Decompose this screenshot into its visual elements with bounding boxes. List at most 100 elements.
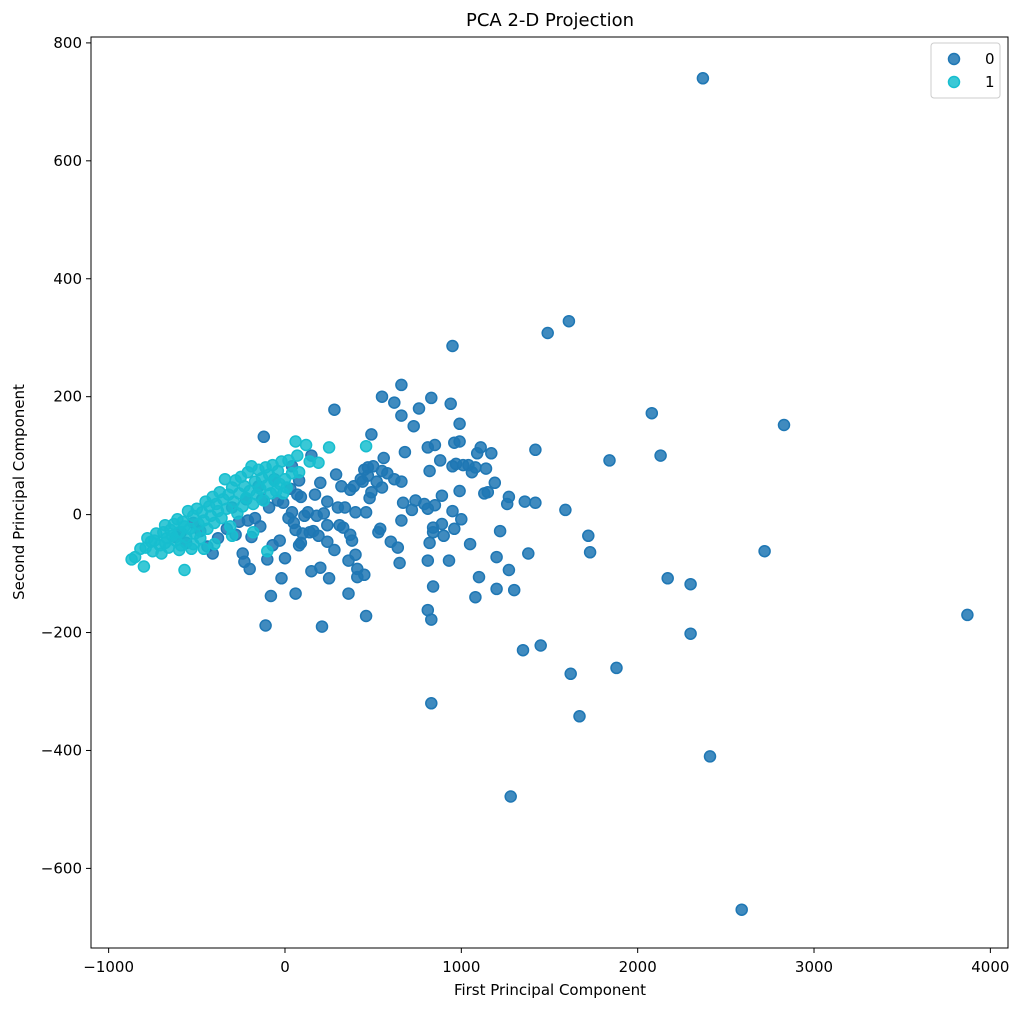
- data-point: [684, 577, 697, 591]
- y-tick-label: 400: [53, 270, 82, 288]
- data-point: [359, 609, 373, 623]
- points-layer: [125, 72, 974, 916]
- data-point: [342, 587, 355, 600]
- data-point: [564, 667, 577, 681]
- data-point: [275, 572, 288, 585]
- data-point: [314, 476, 327, 490]
- data-point: [516, 643, 530, 657]
- data-point: [359, 506, 373, 519]
- data-point: [328, 403, 341, 416]
- data-point: [478, 487, 491, 500]
- y-axis: −600 −400 −200 0 200 400 600 800: [41, 34, 91, 877]
- data-point: [393, 556, 406, 570]
- data-point: [365, 428, 378, 441]
- data-point: [490, 582, 503, 596]
- data-point: [522, 547, 535, 560]
- data-point: [502, 563, 516, 577]
- data-point: [507, 583, 521, 597]
- data-point: [421, 554, 435, 567]
- data-point: [398, 445, 412, 459]
- legend-label-class-1: 1: [985, 73, 995, 91]
- data-point: [322, 572, 336, 585]
- data-point: [308, 488, 322, 501]
- data-point: [312, 456, 325, 469]
- data-point: [455, 513, 468, 526]
- series-class-0: [169, 72, 974, 916]
- legend-marker-class-0: [947, 52, 961, 66]
- series-class-1: [125, 435, 373, 577]
- data-point: [134, 542, 147, 556]
- data-point: [488, 476, 502, 490]
- data-point: [426, 580, 440, 593]
- data-point: [534, 639, 547, 652]
- data-point: [425, 697, 438, 710]
- data-point: [363, 491, 376, 505]
- data-point: [137, 560, 151, 573]
- data-point: [444, 397, 457, 411]
- data-point: [197, 542, 211, 556]
- data-point: [423, 536, 436, 550]
- data-point: [541, 326, 554, 340]
- data-point: [299, 438, 313, 452]
- data-point: [359, 439, 373, 453]
- y-tick-label: 0: [72, 506, 82, 524]
- data-point: [172, 543, 186, 557]
- data-point: [215, 511, 228, 525]
- x-tick-label: 4000: [971, 958, 1009, 976]
- data-point: [518, 495, 532, 508]
- data-point: [335, 480, 348, 493]
- x-tick-label: −1000: [83, 958, 134, 976]
- data-point: [433, 454, 447, 467]
- data-point: [529, 496, 542, 510]
- data-point: [395, 378, 408, 392]
- data-point: [280, 481, 293, 494]
- y-tick-label: 200: [53, 388, 82, 406]
- data-point: [158, 536, 172, 550]
- legend-label-class-0: 0: [985, 50, 995, 68]
- data-point: [305, 564, 318, 578]
- data-point: [292, 539, 306, 552]
- data-point: [349, 506, 362, 519]
- data-point: [370, 475, 383, 488]
- data-point: [448, 436, 461, 449]
- data-point: [446, 339, 459, 353]
- data-point: [395, 409, 408, 422]
- data-point: [645, 406, 659, 420]
- data-point: [342, 554, 355, 567]
- data-point: [529, 443, 542, 457]
- x-tick-label: 3000: [795, 958, 833, 976]
- legend-marker-class-1: [947, 75, 961, 89]
- data-point: [351, 570, 364, 584]
- data-point: [661, 572, 674, 585]
- y-tick-label: −400: [41, 741, 82, 759]
- data-point: [479, 462, 493, 475]
- data-point: [187, 537, 200, 551]
- data-point: [696, 72, 710, 85]
- data-point: [777, 418, 791, 432]
- data-point: [208, 537, 221, 551]
- data-point: [603, 454, 616, 467]
- data-point: [372, 526, 385, 539]
- x-tick-label: 0: [280, 958, 290, 976]
- data-point: [463, 537, 477, 551]
- data-point: [435, 489, 449, 502]
- y-tick-label: 800: [53, 34, 82, 52]
- data-point: [328, 543, 341, 557]
- data-point: [384, 535, 398, 548]
- data-point: [583, 546, 597, 559]
- data-point: [236, 547, 249, 560]
- data-point: [502, 490, 516, 504]
- data-point: [377, 451, 390, 465]
- x-axis: −1000 0 1000 2000 3000 4000: [83, 948, 1009, 976]
- data-point: [437, 529, 450, 543]
- data-point: [562, 314, 576, 328]
- data-point: [321, 535, 334, 548]
- data-point: [735, 903, 748, 916]
- data-point: [333, 518, 346, 532]
- data-point: [292, 465, 306, 479]
- data-point: [453, 417, 466, 431]
- data-point: [246, 526, 260, 539]
- data-point: [396, 496, 410, 510]
- x-tick-label: 1000: [442, 958, 480, 976]
- data-point: [421, 441, 435, 454]
